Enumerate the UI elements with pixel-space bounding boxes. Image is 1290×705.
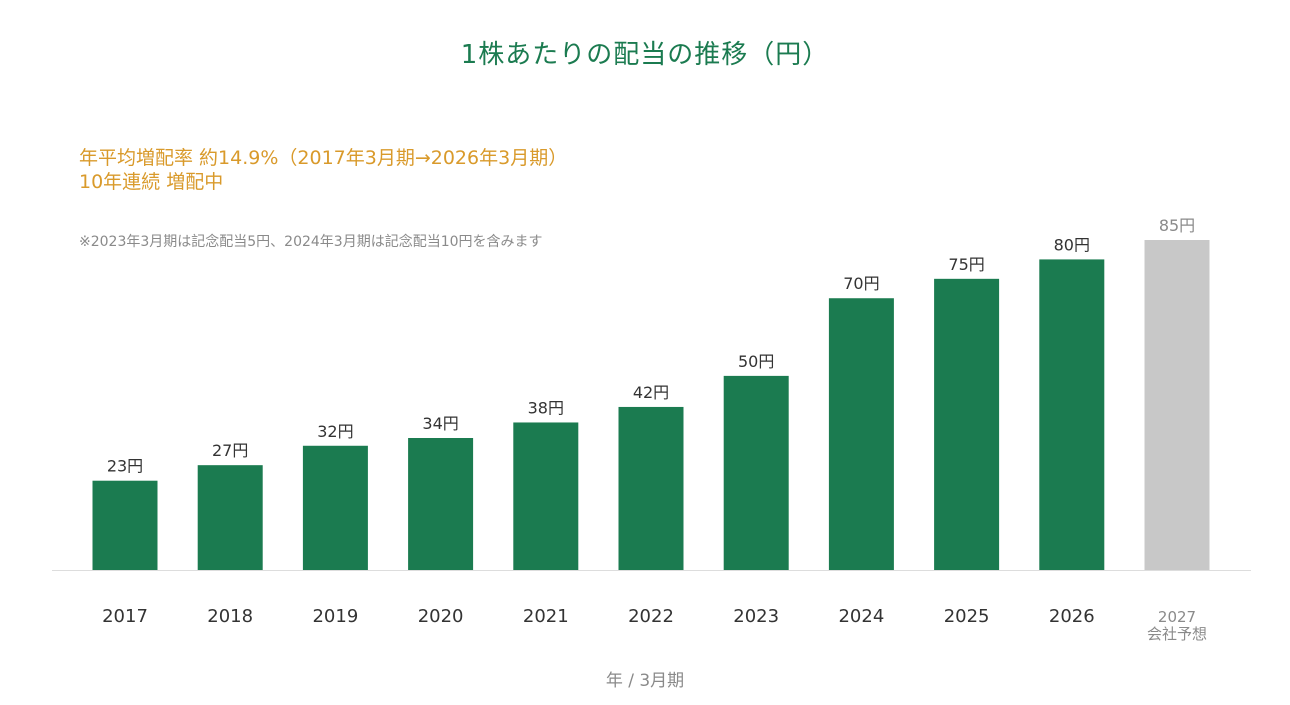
- value-label: 38円: [528, 398, 564, 417]
- x-tick-sublabel: 会社予想: [1147, 625, 1207, 643]
- dividend-bar: [513, 422, 579, 570]
- x-tick-label: 2026: [1049, 606, 1095, 627]
- value-label: 34円: [422, 414, 458, 433]
- commemorative-dividend-note: ※2023年3月期は記念配当5円、2024年3月期は記念配当10円を含みます: [79, 234, 543, 250]
- dividend-bar: [197, 465, 263, 570]
- chart-title: 1株あたりの配当の推移（円）: [460, 40, 830, 70]
- value-label: 70円: [843, 274, 879, 293]
- dividend-bar: [934, 278, 1000, 570]
- value-label: 80円: [1054, 235, 1090, 254]
- dividend-bar: [618, 406, 684, 570]
- value-label: 23円: [107, 457, 143, 476]
- x-tick-label: 2025: [944, 606, 990, 627]
- x-tick-label: 2017: [102, 606, 148, 627]
- forecast-bar: [1144, 240, 1210, 570]
- value-label: 75円: [948, 255, 984, 274]
- value-label: 27円: [212, 441, 248, 460]
- dividend-bar: [723, 375, 789, 570]
- dividend-bar: [92, 480, 158, 570]
- x-tick-label: 2023: [733, 606, 779, 627]
- x-tick-label: 2027: [1158, 608, 1196, 626]
- dividend-bar: [408, 438, 474, 570]
- x-tick-label: 2021: [523, 606, 569, 627]
- average-growth-rate-text: 年平均増配率 約14.9%（2017年3月期→2026年3月期）: [79, 147, 568, 169]
- value-label: 85円: [1159, 216, 1195, 235]
- dividend-bar: [302, 445, 368, 570]
- value-label: 50円: [738, 352, 774, 371]
- x-tick-label: 2020: [418, 606, 464, 627]
- x-tick-label: 2024: [838, 606, 884, 627]
- x-tick-label: 2018: [207, 606, 253, 627]
- x-axis-label: 年 / 3月期: [605, 671, 685, 691]
- growth-highlight: 年平均増配率 約14.9%（2017年3月期→2026年3月期） 10年連続 増…: [79, 146, 567, 194]
- x-tick-label: 2019: [312, 606, 358, 627]
- value-label: 42円: [633, 383, 669, 402]
- dividend-bar: [1039, 259, 1105, 570]
- dividend-bar: [828, 298, 894, 570]
- value-label: 32円: [317, 422, 353, 441]
- x-tick-label: 2022: [628, 606, 674, 627]
- consecutive-increase-text: 10年連続 増配中: [79, 171, 224, 193]
